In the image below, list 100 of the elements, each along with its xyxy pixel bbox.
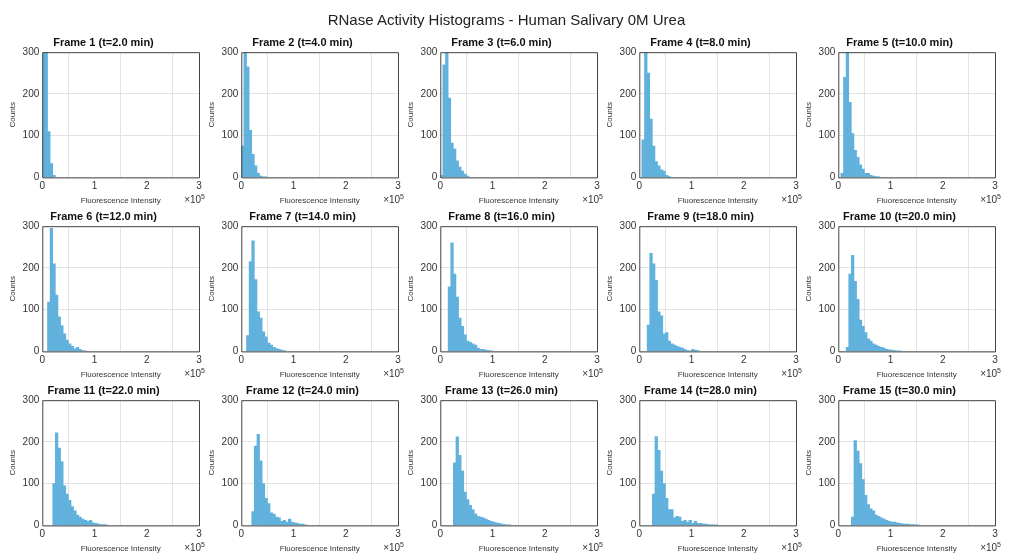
y-tick-label: 100 [619,303,637,315]
y-tick-label: 100 [221,477,239,489]
y-tick-label: 100 [22,129,40,141]
chart-title: Frame 3 (t=6.0 min) [451,35,553,48]
y-tick-label: 200 [619,435,637,447]
x-tick-label: 1 [290,528,297,540]
x-tick-label: 1 [290,354,297,366]
y-axis-title: Counts [207,450,216,476]
x-tick-label: 1 [91,180,98,192]
y-tick-label: 300 [619,393,637,405]
chart-title: Frame 4 (t=8.0 min) [650,35,752,48]
x-tick-label: 3 [793,528,800,540]
x-tick-label: 1 [688,354,695,366]
y-axis-title: Counts [804,102,813,128]
x-axis-title: Fluorescence Intensity [80,370,161,380]
x-tick-label: 1 [688,528,695,540]
chart-title: Frame 1 (t=2.0 min) [53,35,155,48]
y-axis-title: Counts [406,276,415,302]
x-tick-label: 3 [594,180,601,192]
y-axis-title: Counts [605,450,614,476]
x-tick-label: 1 [489,354,496,366]
x-tick-label: 1 [887,528,894,540]
x-tick-label: 2 [740,180,747,192]
y-tick-label: 300 [22,45,40,57]
x-axis-title: Fluorescence Intensity [279,544,360,554]
y-tick-label: 200 [619,87,637,99]
x-axis-title: Fluorescence Intensity [876,196,957,206]
x-tick-label: 2 [939,528,946,540]
x-tick-label: 3 [395,180,402,192]
x-axis-title: Fluorescence Intensity [478,196,559,206]
y-axis-title: Counts [605,102,614,128]
chart-title: Frame 11 (t=22.0 min) [47,383,160,396]
x-tick-label: 1 [489,528,496,540]
x-tick-label: 3 [992,528,999,540]
y-tick-label: 0 [232,171,239,183]
y-tick-label: 200 [420,87,438,99]
y-tick-label: 100 [420,477,438,489]
chart-title: Frame 5 (t=10.0 min) [846,35,954,48]
y-axis-title: Counts [207,102,216,128]
y-tick-label: 300 [818,393,836,405]
y-tick-label: 200 [221,261,239,273]
x-tick-label: 3 [395,354,402,366]
x-tick-label: 1 [290,180,297,192]
chart-title: Frame 6 (t=12.0 min) [50,209,158,222]
x-tick-label: 2 [541,354,548,366]
x-tick-label: 3 [594,354,601,366]
y-axis-title: Counts [8,450,17,476]
y-tick-label: 300 [221,45,239,57]
x-axis-title: Fluorescence Intensity [876,370,957,380]
y-axis-title: Counts [8,276,17,302]
y-tick-label: 300 [619,219,637,231]
y-tick-label: 300 [818,219,836,231]
y-tick-label: 300 [420,219,438,231]
x-axis-title: Fluorescence Intensity [677,544,758,554]
y-tick-label: 0 [232,345,239,357]
x-tick-label: 1 [91,354,98,366]
chart-title: Frame 14 (t=28.0 min) [644,383,758,396]
y-tick-label: 100 [619,129,637,141]
y-tick-label: 0 [630,345,637,357]
y-tick-label: 200 [221,87,239,99]
y-tick-label: 200 [818,87,836,99]
y-tick-label: 300 [22,219,40,231]
y-tick-label: 100 [420,303,438,315]
x-tick-label: 1 [489,180,496,192]
y-tick-label: 200 [420,435,438,447]
x-tick-label: 1 [887,354,894,366]
chart-title: Frame 13 (t=26.0 min) [445,383,559,396]
chart-title: Frame 2 (t=4.0 min) [252,35,354,48]
x-tick-label: 2 [740,528,747,540]
y-tick-label: 300 [22,393,40,405]
y-tick-label: 0 [431,345,438,357]
y-tick-label: 100 [619,477,637,489]
y-tick-label: 0 [829,519,836,531]
y-tick-label: 0 [232,519,239,531]
chart-title: Frame 7 (t=14.0 min) [249,209,357,222]
x-tick-label: 2 [541,528,548,540]
x-tick-label: 3 [196,180,203,192]
y-tick-label: 100 [221,129,239,141]
y-axis-title: Counts [207,276,216,302]
y-tick-label: 300 [420,45,438,57]
x-axis-title: Fluorescence Intensity [80,544,161,554]
y-tick-label: 100 [420,129,438,141]
y-tick-label: 200 [22,435,40,447]
chart-title: Frame 12 (t=24.0 min) [246,383,360,396]
y-tick-label: 200 [818,435,836,447]
x-tick-label: 2 [342,354,349,366]
y-tick-label: 0 [33,345,40,357]
x-axis-title: Fluorescence Intensity [478,370,559,380]
chart-title: Frame 10 (t=20.0 min) [843,209,957,222]
y-tick-label: 200 [619,261,637,273]
y-axis-title: Counts [804,276,813,302]
y-axis-title: Counts [8,102,17,128]
y-tick-label: 200 [221,435,239,447]
x-tick-label: 3 [793,180,800,192]
x-tick-label: 2 [143,180,150,192]
x-tick-label: 3 [196,528,203,540]
y-tick-label: 200 [22,261,40,273]
y-tick-label: 300 [221,393,239,405]
y-tick-label: 0 [431,171,438,183]
y-tick-label: 300 [221,219,239,231]
